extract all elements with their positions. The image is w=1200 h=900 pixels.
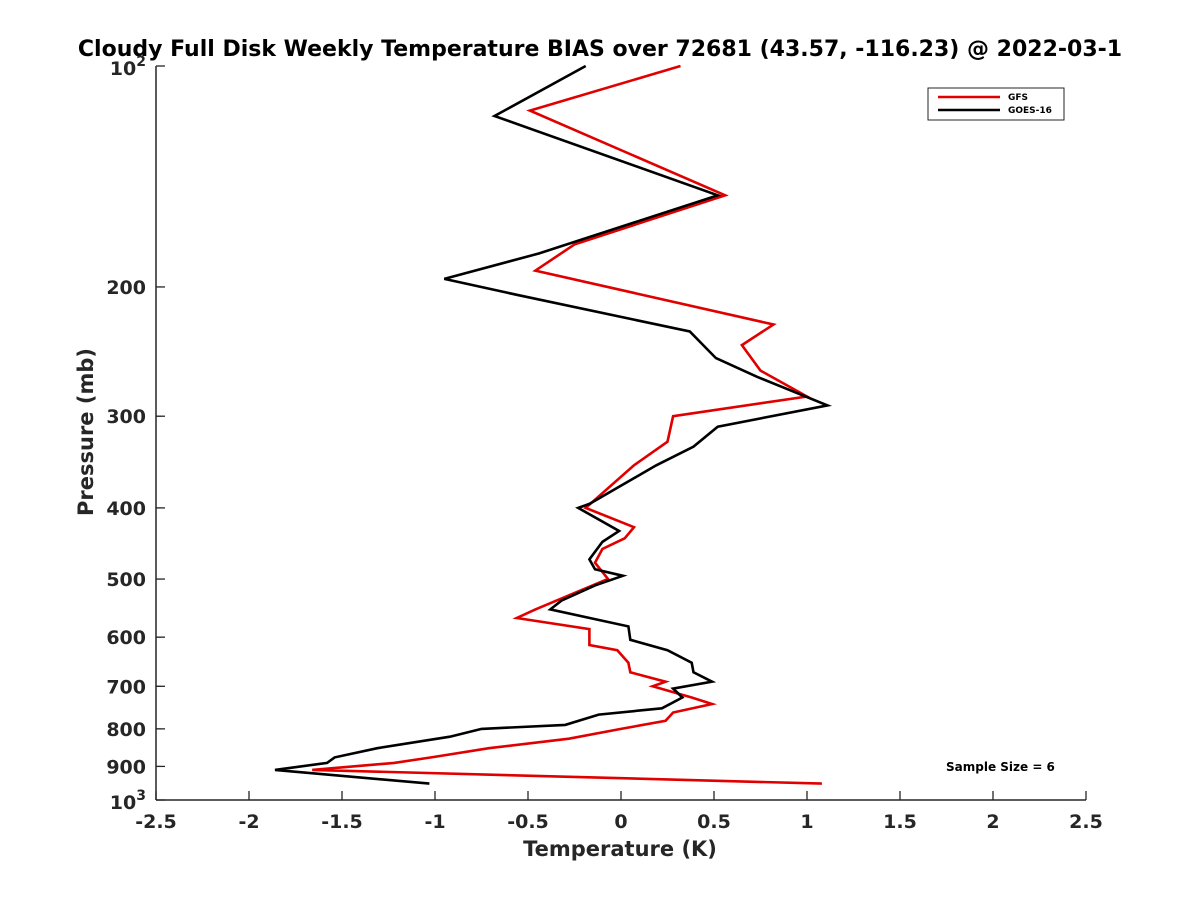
- sample-size-annotation: Sample Size = 6: [946, 760, 1055, 774]
- series-line-1: [274, 64, 833, 785]
- y-tick-label: 700: [106, 676, 146, 698]
- series-line-0: [312, 64, 822, 785]
- y-tick-label: 600: [106, 627, 146, 649]
- x-tick-label: -1: [424, 811, 445, 833]
- legend-label-gfs: GFS: [1008, 93, 1028, 103]
- x-axis-label: Temperature (K): [523, 837, 717, 861]
- y-tick-label: 300: [106, 406, 146, 428]
- axes: [155, 65, 1087, 801]
- x-tick-label: 0.5: [697, 811, 731, 833]
- legend: GFS GOES-16: [927, 87, 1065, 121]
- x-tick-label: 1: [800, 811, 813, 833]
- plot-area: [156, 66, 1086, 800]
- y-tick-label: 800: [106, 719, 146, 741]
- tick-labels: -2.5 -2 -1.5 -1 -0.5 0 0.5 1 1.5 2 2.5 200 300 400 500…: [106, 54, 1103, 833]
- x-tick-label: -2: [238, 811, 259, 833]
- x-tick-label: 1.5: [883, 811, 917, 833]
- x-tick-label: -1.5: [321, 811, 363, 833]
- series-layer: [274, 64, 833, 785]
- y-tick-label: 500: [106, 569, 146, 591]
- x-tick-label: 0: [614, 811, 627, 833]
- legend-label-goes16: GOES-16: [1008, 106, 1052, 116]
- y-tick-label-bottom: 103: [110, 788, 146, 814]
- x-tick-label: -2.5: [135, 811, 177, 833]
- x-tick-label: 2.5: [1069, 811, 1103, 833]
- chart-title: Cloudy Full Disk Weekly Temperature BIAS…: [78, 37, 1122, 62]
- y-tick-label: 200: [106, 277, 146, 299]
- x-tick-label: 2: [986, 811, 999, 833]
- legend-box: [927, 87, 1065, 121]
- y-axis-label: Pressure (mb): [74, 348, 98, 516]
- y-tick-label-top: 102: [110, 54, 146, 80]
- y-tick-label: 400: [106, 498, 146, 520]
- x-tick-label: -0.5: [507, 811, 549, 833]
- y-tick-label: 900: [106, 756, 146, 778]
